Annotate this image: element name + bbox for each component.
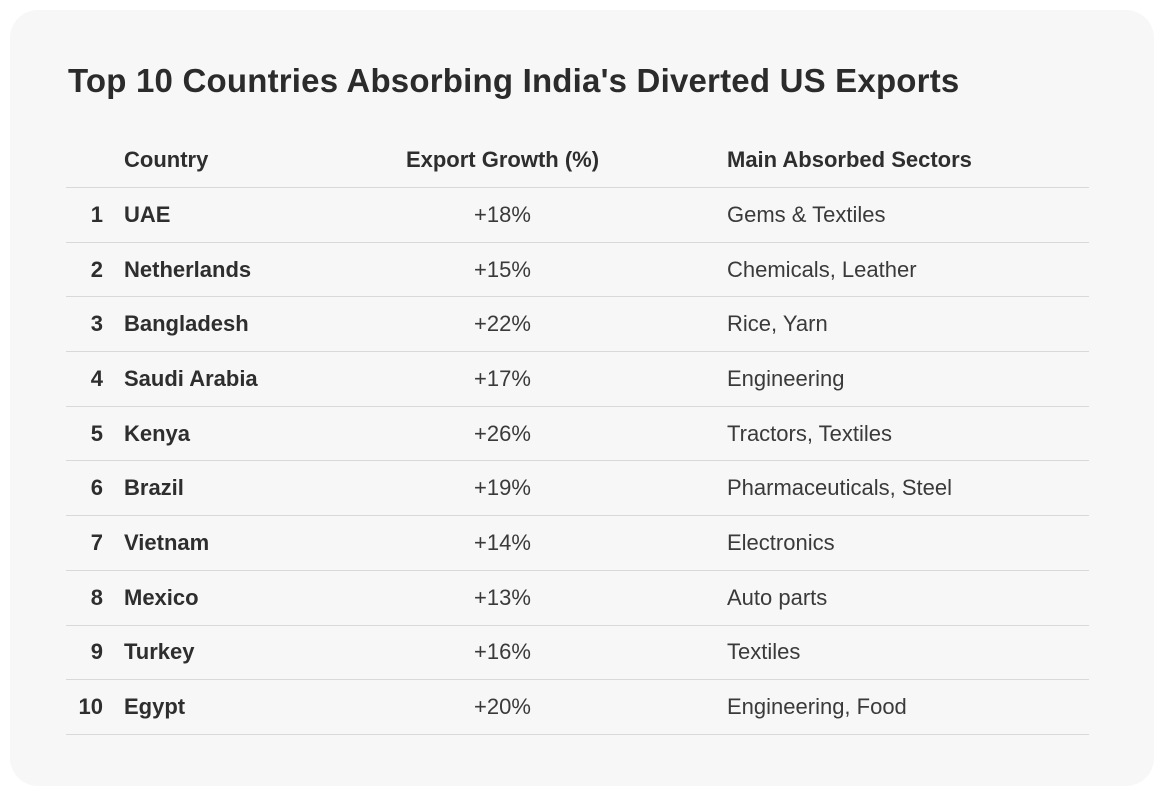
rank-cell: 10 xyxy=(78,694,103,720)
rank-cell: 8 xyxy=(90,584,103,610)
exports-card: Top 10 Countries Absorbing India's Diver… xyxy=(10,10,1154,786)
page-title: Top 10 Countries Absorbing India's Diver… xyxy=(68,62,960,99)
table-row: 3 Bangladesh +22% Rice, Yarn xyxy=(66,297,1089,353)
growth-cell: +22% xyxy=(474,311,531,337)
table-body: 1 UAE +18% Gems & Textiles 2 Netherlands… xyxy=(66,188,1089,735)
sectors-cell: Engineering, Food xyxy=(727,694,907,720)
rank-cell: 7 xyxy=(90,529,103,555)
column-header-sectors: Main Absorbed Sectors xyxy=(727,146,972,172)
rank-cell: 6 xyxy=(90,475,103,501)
rank-cell: 5 xyxy=(90,420,103,446)
country-cell: Netherlands xyxy=(124,256,252,282)
table-row: 4 Saudi Arabia +17% Engineering xyxy=(66,352,1089,407)
sectors-cell: Chemicals, Leather xyxy=(727,256,917,282)
country-cell: Saudi Arabia xyxy=(124,365,258,391)
rank-cell: 3 xyxy=(90,311,103,337)
table-row: 10 Egypt +20% Engineering, Food xyxy=(66,680,1089,735)
country-cell: Kenya xyxy=(124,420,191,446)
growth-cell: +15% xyxy=(474,256,531,282)
exports-table: Country Export Growth (%) Main Absorbed … xyxy=(66,132,1089,735)
country-cell: UAE xyxy=(124,201,171,227)
growth-cell: +16% xyxy=(474,639,531,665)
growth-cell: +20% xyxy=(474,694,531,720)
country-cell: Bangladesh xyxy=(124,311,249,337)
sectors-cell: Gems & Textiles xyxy=(727,201,886,227)
table-row: 8 Mexico +13% Auto parts xyxy=(66,571,1089,626)
growth-cell: +19% xyxy=(474,475,531,501)
country-cell: Turkey xyxy=(124,639,195,665)
table-row: 9 Turkey +16% Textiles xyxy=(66,626,1089,681)
sectors-cell: Rice, Yarn xyxy=(727,311,828,337)
growth-cell: +18% xyxy=(474,201,531,227)
sectors-cell: Engineering xyxy=(727,365,845,391)
table-row: 1 UAE +18% Gems & Textiles xyxy=(66,188,1089,243)
table-row: 2 Netherlands +15% Chemicals, Leather xyxy=(66,243,1089,298)
country-cell: Vietnam xyxy=(124,529,210,555)
table-header-row: Country Export Growth (%) Main Absorbed … xyxy=(66,132,1089,188)
rank-cell: 4 xyxy=(90,365,103,391)
growth-cell: +26% xyxy=(474,420,531,446)
sectors-cell: Auto parts xyxy=(727,584,828,610)
table-row: 5 Kenya +26% Tractors, Textiles xyxy=(66,407,1089,462)
country-cell: Egypt xyxy=(124,694,186,720)
column-header-growth: Export Growth (%) xyxy=(405,146,600,172)
column-header-country: Country xyxy=(124,146,209,172)
sectors-cell: Pharmaceuticals, Steel xyxy=(727,475,952,501)
sectors-cell: Tractors, Textiles xyxy=(727,420,893,446)
country-cell: Mexico xyxy=(124,584,199,610)
rank-cell: 1 xyxy=(90,201,103,227)
sectors-cell: Textiles xyxy=(727,639,801,665)
sectors-cell: Electronics xyxy=(727,529,835,555)
growth-cell: +17% xyxy=(474,365,531,391)
growth-cell: +14% xyxy=(474,529,531,555)
growth-cell: +13% xyxy=(474,584,531,610)
table-row: 6 Brazil +19% Pharmaceuticals, Steel xyxy=(66,461,1089,517)
country-cell: Brazil xyxy=(124,475,184,501)
table-row: 7 Vietnam +14% Electronics xyxy=(66,516,1089,571)
rank-cell: 9 xyxy=(90,639,103,665)
rank-cell: 2 xyxy=(90,256,103,282)
